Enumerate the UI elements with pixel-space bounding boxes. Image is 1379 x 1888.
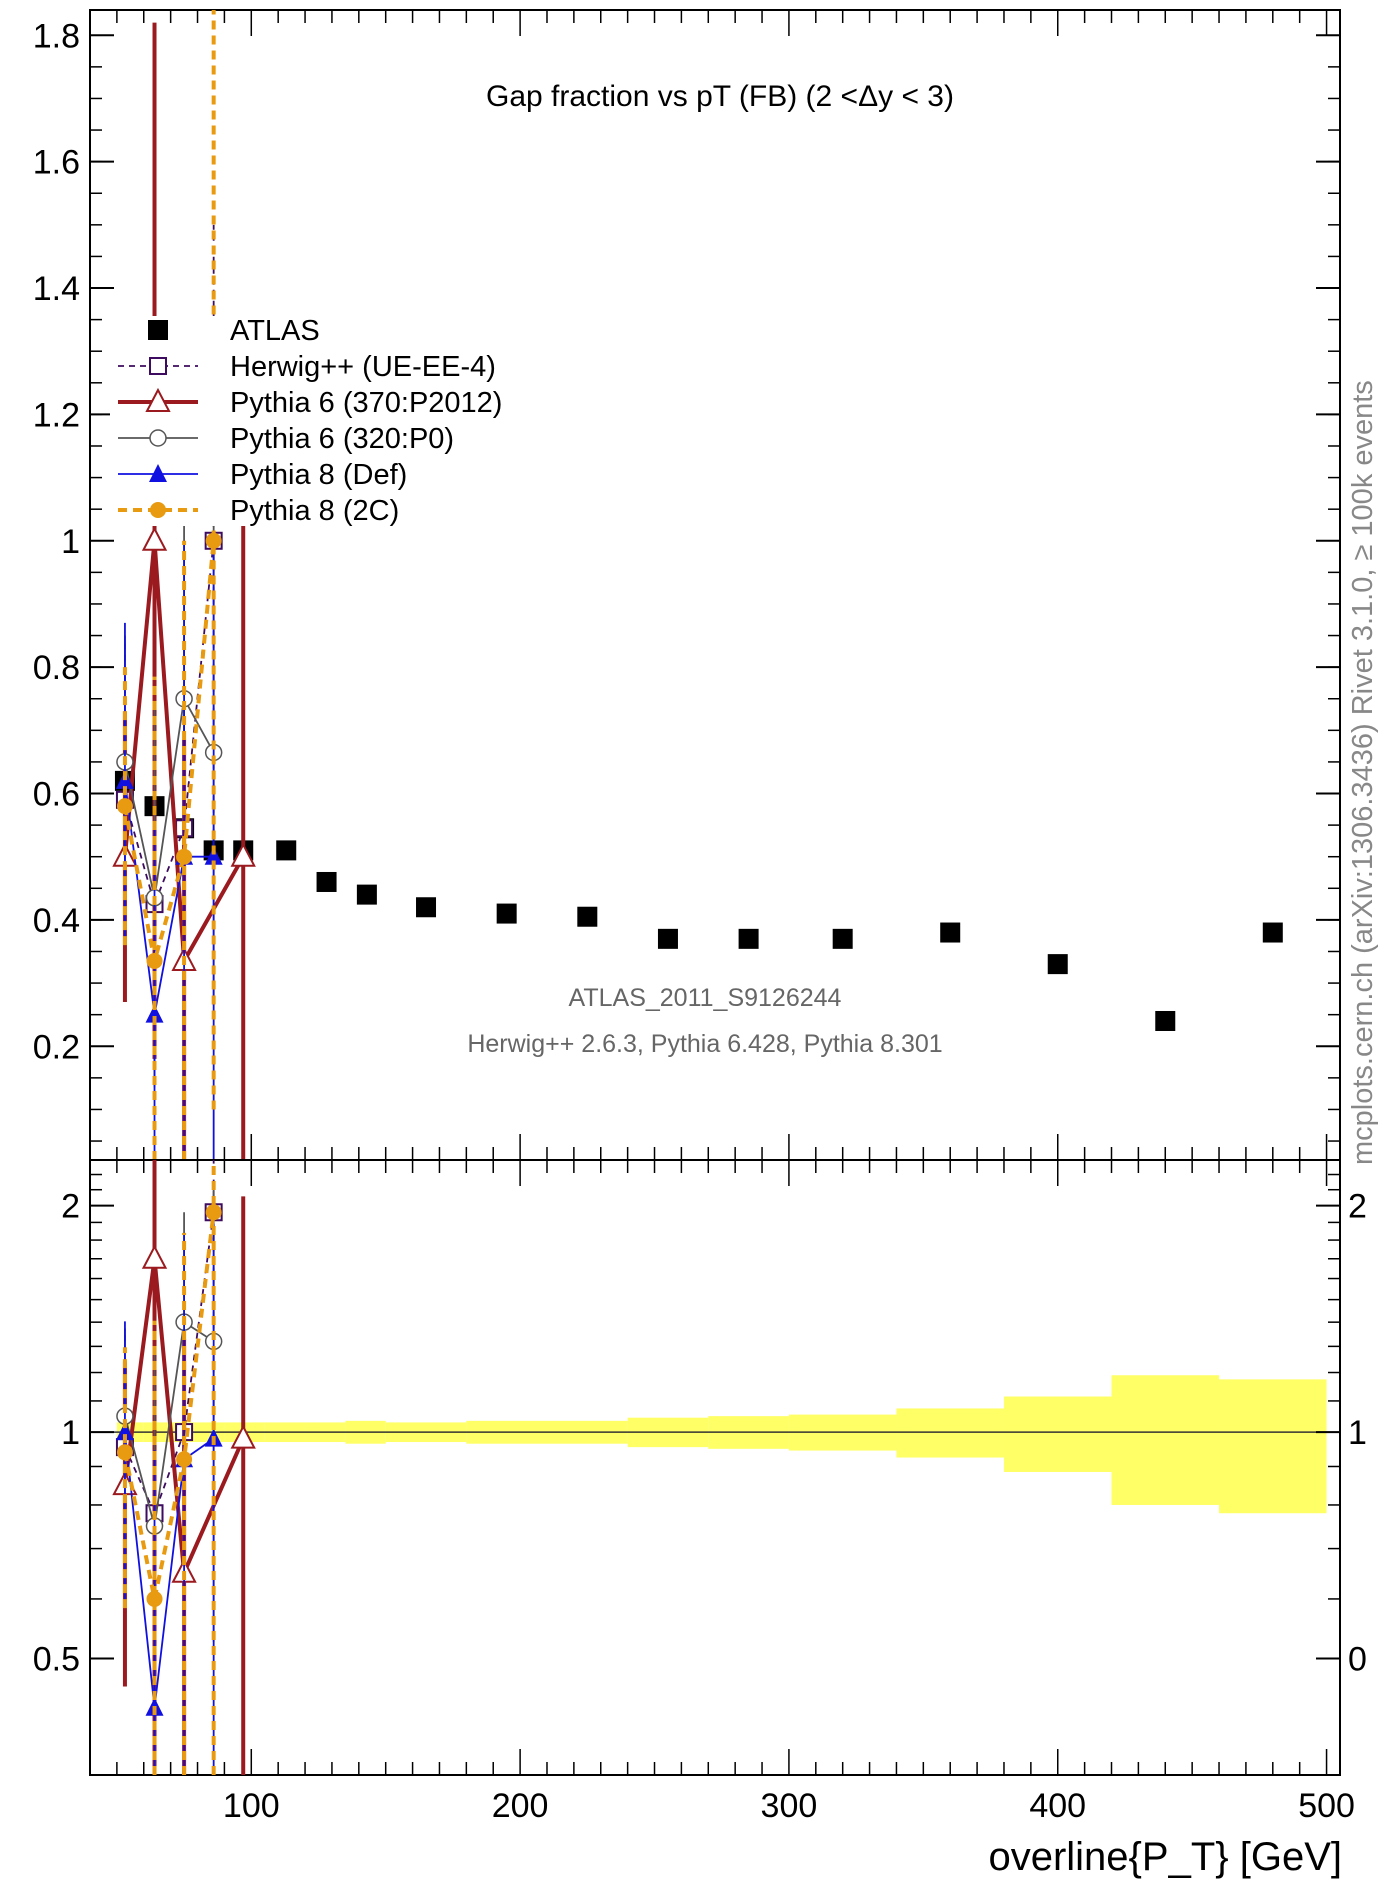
data-point (416, 897, 437, 918)
ratio-series-pythia-6-320-p0- (116, 1187, 223, 1775)
legend-marker (149, 464, 167, 482)
y-tick-label: 0.6 (33, 776, 80, 814)
ratio-frame (89, 1159, 1341, 1776)
ratio-point (116, 1444, 133, 1461)
legend-label: Pythia 8 (Def) (230, 459, 407, 491)
x-tick-label: 400 (1029, 1787, 1086, 1825)
legend-marker (149, 357, 167, 375)
series-line (122, 540, 216, 962)
data-point (230, 842, 256, 867)
chart-title: Gap fraction vs pT (FB) (2 <Δy < 3) (486, 80, 954, 113)
ratio-y-tick-label: 2 (61, 1188, 80, 1226)
data-point (204, 846, 223, 865)
ratio-point (205, 1204, 222, 1221)
analysis-label: ATLAS_2011_S9126244 (569, 984, 842, 1012)
ratio-series-herwig-ue-ee-4- (115, 1160, 223, 1775)
data-point (940, 922, 961, 943)
ratio-line (124, 1212, 215, 1516)
data-point (316, 871, 337, 892)
y-tick-label: 0.8 (33, 649, 80, 687)
ratio-y-tick-label-right: 1 (1348, 1414, 1367, 1452)
data-point (577, 906, 598, 927)
side-label: mcplots.cern.ch (arXiv:1306.3436) Rivet … (1347, 380, 1379, 1165)
x-axis-label: overline{P_T} [GeV] (988, 1835, 1342, 1879)
ratio-point (115, 1422, 134, 1441)
x-tick-label: 500 (1298, 1787, 1355, 1825)
ratio-y-tick-label-right: 0 (1348, 1640, 1367, 1678)
data-point (1047, 954, 1068, 975)
y-tick-label: 0.4 (33, 902, 80, 940)
y-tick-label: 1.2 (33, 396, 80, 434)
data-point (141, 526, 168, 551)
y-tick-label: 1 (61, 523, 80, 561)
ratio-y-tick-label: 1 (61, 1414, 80, 1452)
legend-marker (149, 429, 167, 447)
series-line (124, 695, 215, 898)
ratio-point (146, 1590, 163, 1607)
ratio-uncertainty-band (1219, 1379, 1327, 1514)
data-point (832, 928, 853, 949)
data-point (738, 928, 759, 949)
legend-label: Pythia 6 (320:P0) (230, 423, 454, 455)
data-point (1155, 1010, 1176, 1031)
data-point (1262, 922, 1283, 943)
series-pythia-6-320-p0- (116, 499, 223, 1088)
data-point (356, 884, 377, 905)
y-tick-label: 1.6 (33, 144, 80, 182)
legend-label: ATLAS (230, 315, 320, 347)
series-line (124, 780, 214, 1015)
ratio-uncertainty-band (1111, 1375, 1220, 1505)
ratio-point (176, 1451, 193, 1468)
ratio-point (141, 1244, 168, 1269)
series-pythia-8-2c- (116, 10, 222, 1160)
legend-label: Pythia 8 (2C) (230, 495, 399, 527)
x-tick-label: 300 (761, 1787, 818, 1825)
ratio-panel: 100 200 300 400 500 0.5 0 1 1 2 2 (33, 1159, 1367, 1825)
legend-label: Pythia 6 (370:P2012) (230, 387, 502, 419)
ratio-point (230, 1424, 256, 1449)
ratio-uncertainty-band (896, 1408, 1004, 1458)
generator-versions-label: Herwig++ 2.6.3, Pythia 6.428, Pythia 8.3… (467, 1030, 942, 1058)
y-tick-label: 1.4 (33, 270, 80, 308)
legend-marker (150, 502, 166, 518)
x-tick-label: 200 (492, 1787, 549, 1825)
data-point (116, 798, 133, 815)
ratio-y-tick-label-right: 2 (1348, 1188, 1367, 1226)
ratio-y-tick-label: 0.5 (33, 1640, 80, 1678)
legend-background (110, 316, 550, 526)
ratio-series-pythia-8-2c- (116, 1160, 222, 1775)
data-point (205, 532, 222, 549)
data-point (496, 903, 517, 924)
data-point (657, 928, 678, 949)
legend: ATLAS Herwig++ (UE-EE-4) Pythia 6 (370:P20… (110, 315, 550, 527)
legend-marker (145, 387, 171, 412)
y-tick-label: 1.8 (33, 17, 80, 55)
x-tick-label: 100 (223, 1787, 280, 1825)
data-point (276, 840, 297, 861)
y-tick-label: 0.2 (33, 1028, 80, 1066)
data-point (176, 848, 193, 865)
main-panel: 0.2 0.4 0.6 0.8 1 1.2 1.4 1.6 1.8 (33, 9, 1341, 1161)
ratio-line (124, 1431, 215, 1708)
ratio-series-pythia-8-def- (115, 1212, 223, 1775)
data-point (146, 952, 163, 969)
legend-label: Herwig++ (UE-EE-4) (230, 351, 496, 383)
data-point (145, 1004, 164, 1023)
legend-marker (148, 320, 168, 340)
ratio-uncertainty-band (1003, 1396, 1112, 1472)
